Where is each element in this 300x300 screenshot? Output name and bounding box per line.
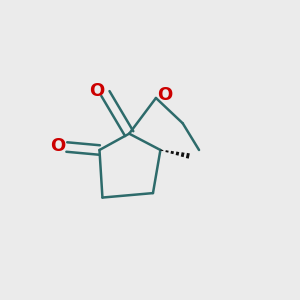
Text: O: O — [89, 82, 104, 100]
Text: O: O — [157, 86, 172, 104]
Text: O: O — [50, 137, 65, 155]
